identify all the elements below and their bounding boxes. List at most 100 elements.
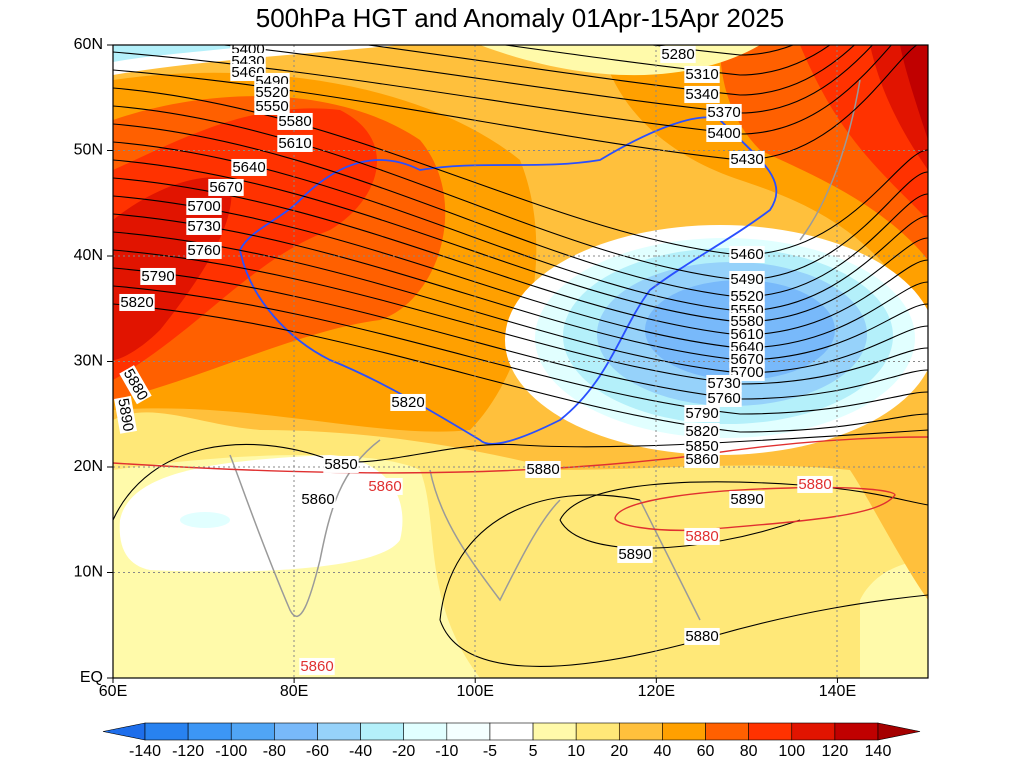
contour-label: 5520 xyxy=(254,83,290,101)
contour-label: 5790 xyxy=(684,404,720,422)
label-bg xyxy=(729,270,765,288)
colorbar-box xyxy=(360,722,405,741)
lon-label: 100E xyxy=(457,683,494,700)
contour-label: 5700 xyxy=(186,197,222,215)
contour-label: 5880 xyxy=(797,475,833,493)
contour-label-text: 5820 xyxy=(391,394,424,411)
colorbar-box xyxy=(230,722,275,741)
contour-line xyxy=(501,45,831,76)
colorbar-box xyxy=(489,722,534,741)
contour-label: 5340 xyxy=(684,85,720,103)
contour-label: 5370 xyxy=(706,103,742,121)
label-bg xyxy=(706,389,742,407)
contour-label: 5860 xyxy=(684,450,720,468)
colorbar-label: -40 xyxy=(349,743,372,760)
contour-line xyxy=(113,213,928,361)
label-bg xyxy=(119,293,155,311)
colorbar-box xyxy=(144,722,189,741)
contour-line xyxy=(113,231,928,374)
contour-label-text: 5730 xyxy=(707,375,740,392)
contour-label: 5730 xyxy=(706,374,742,392)
label-bg xyxy=(729,490,765,508)
lat-label: 30N xyxy=(74,353,103,370)
colorbar-box xyxy=(575,722,620,741)
label-bg xyxy=(367,477,403,495)
contour-label: 5670 xyxy=(729,350,765,368)
contour-label-text: 5610 xyxy=(278,135,311,152)
contour-label-text: 5700 xyxy=(187,198,220,215)
label-bg xyxy=(684,437,720,455)
contour-line xyxy=(113,195,928,349)
lat-label: 20N xyxy=(74,458,103,475)
label-bg xyxy=(186,197,222,215)
label-bg xyxy=(706,103,742,121)
contour-line xyxy=(113,267,928,400)
contour-label: 5820 xyxy=(119,293,155,311)
contour-label: 5890 xyxy=(617,545,653,563)
colorbar-box xyxy=(705,722,749,741)
label-bg xyxy=(729,245,765,263)
colorbar-arrow xyxy=(102,722,146,741)
contour-label: 5580 xyxy=(277,112,313,130)
contour-line xyxy=(113,249,928,385)
contour-label-text: 5860 xyxy=(300,658,333,675)
label-bg xyxy=(254,97,290,115)
label-bg xyxy=(140,267,176,285)
contour-label-text: 5790 xyxy=(685,405,718,422)
contour-label: 5670 xyxy=(208,178,244,196)
contour-label-text: 5460 xyxy=(730,246,763,263)
contour-label-text: 5280 xyxy=(661,46,694,63)
contour-label: 5430 xyxy=(729,150,765,168)
contour-label-text: 5490 xyxy=(730,271,763,288)
contour-label-text: 5890 xyxy=(618,546,651,563)
contour-label: 5880 xyxy=(684,627,720,645)
contour-line xyxy=(113,303,928,433)
label-bg xyxy=(254,83,290,101)
contour-label-text: 5880 xyxy=(798,476,831,493)
contour-label: 5400 xyxy=(706,124,742,142)
contour-label: 5860 xyxy=(299,657,335,675)
contour-label: 5280 xyxy=(660,45,696,63)
label-bg xyxy=(277,134,313,152)
label-bg xyxy=(277,112,313,130)
contour-label-text: 5850 xyxy=(324,456,357,473)
contour-label: 5730 xyxy=(186,217,222,235)
label-bg xyxy=(186,241,222,259)
contour-line xyxy=(113,45,918,161)
contour-label: 5820 xyxy=(390,393,426,411)
contour-label-text: 5890 xyxy=(730,491,763,508)
contour-label: 5790 xyxy=(140,267,176,285)
label-bg xyxy=(684,65,720,83)
lat-label: EQ xyxy=(80,669,103,686)
contour-label-text: 5730 xyxy=(187,218,220,235)
contour-label-text: 5520 xyxy=(255,84,288,101)
contour-label-text: 5550 xyxy=(255,98,288,115)
contour-label-text: 5880 xyxy=(685,528,718,545)
colorbar-box xyxy=(187,722,232,741)
contour-label-text: 5880 xyxy=(685,628,718,645)
colorbar-label: 40 xyxy=(654,743,672,760)
lat-label: 40N xyxy=(74,247,103,264)
label-bg xyxy=(684,422,720,440)
colorbar-box xyxy=(662,722,706,741)
contour-label-text: 5430 xyxy=(730,151,763,168)
label-bg xyxy=(390,393,426,411)
label-bg xyxy=(684,450,720,468)
contour-label: 5880 xyxy=(525,460,561,478)
lon-label: 80E xyxy=(280,683,308,700)
contour-label: 5610 xyxy=(277,134,313,152)
contour-line xyxy=(113,123,928,298)
colorbar-label: -140 xyxy=(129,743,161,760)
contour-label: 5890 xyxy=(729,490,765,508)
label-bg xyxy=(684,85,720,103)
contour-label-text: 5670 xyxy=(209,179,242,196)
lat-label: 10N xyxy=(74,564,103,581)
colorbar-box xyxy=(834,722,879,741)
colorbar-box xyxy=(403,722,448,741)
colorbar-label: -20 xyxy=(392,743,415,760)
contour-line xyxy=(113,177,928,336)
contour-label: 5860 xyxy=(367,477,403,495)
label-bg xyxy=(729,287,765,305)
contour-label: 5520 xyxy=(729,287,765,305)
